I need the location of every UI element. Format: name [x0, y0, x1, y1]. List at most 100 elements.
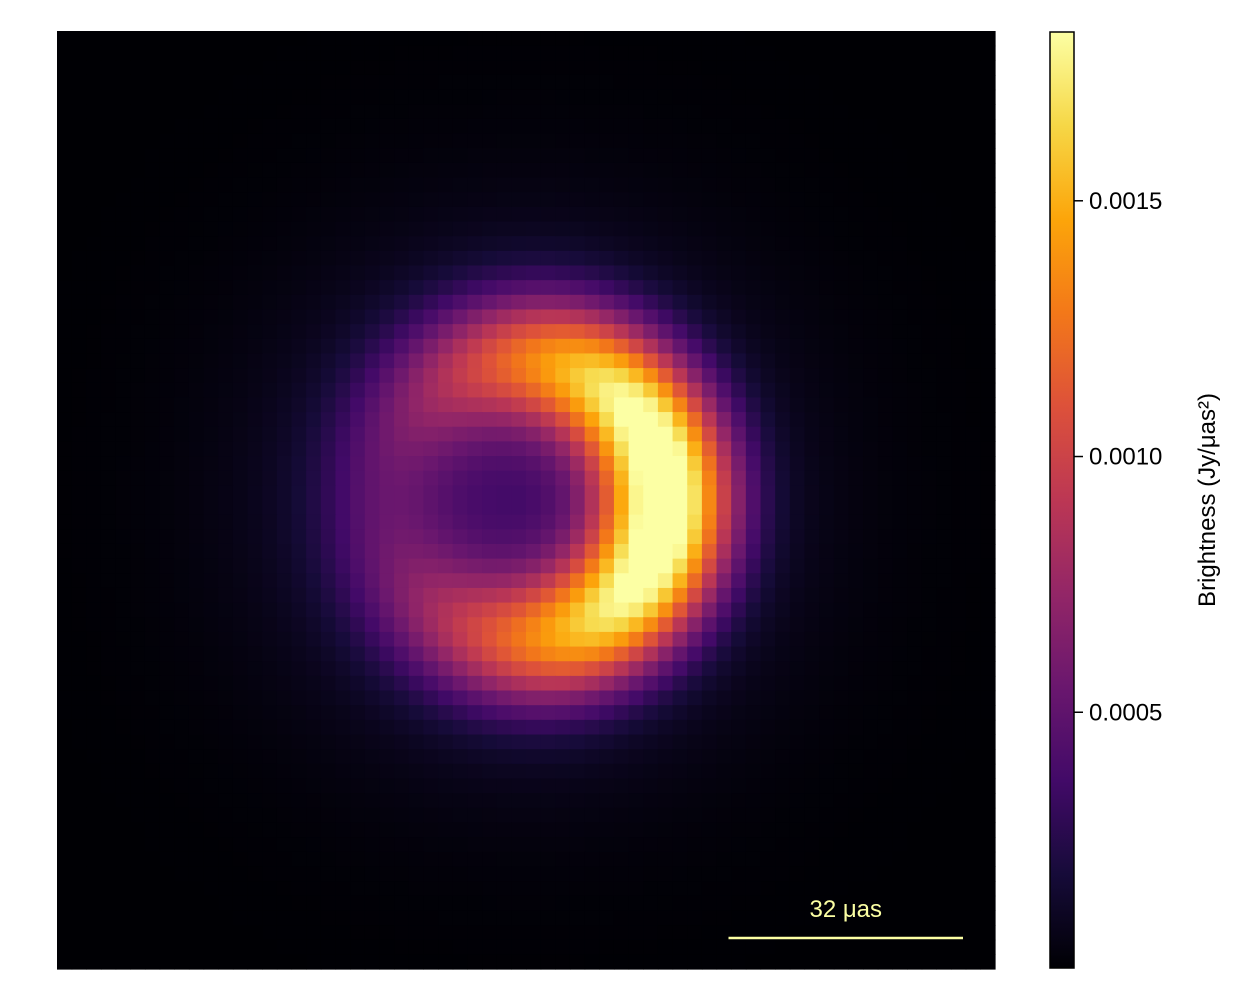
heatmap-cell [599, 456, 615, 472]
heatmap-cell [232, 485, 249, 501]
heatmap-cell [496, 602, 512, 618]
heatmap-cell [569, 939, 586, 955]
heatmap-cell [907, 602, 923, 618]
heatmap-cell [819, 558, 835, 574]
heatmap-cell [951, 31, 967, 47]
heatmap-cell [877, 177, 894, 193]
heatmap-cell [613, 646, 630, 662]
heatmap-cell [569, 573, 586, 589]
heatmap-cell [159, 631, 175, 648]
heatmap-cell [218, 939, 234, 955]
heatmap-cell [144, 148, 161, 164]
heatmap-cell [745, 45, 762, 61]
heatmap-cell [643, 412, 659, 428]
heatmap-cell [218, 558, 234, 574]
heatmap-cell [863, 646, 879, 662]
heatmap-cell [364, 45, 381, 61]
heatmap-cell [511, 368, 527, 384]
heatmap-cell [320, 558, 337, 574]
heatmap-cell [613, 661, 630, 677]
heatmap-cell [482, 206, 498, 223]
heatmap-cell [980, 368, 996, 384]
heatmap-cell [159, 177, 175, 193]
heatmap-cell [100, 31, 117, 47]
heatmap-cell [819, 324, 835, 340]
heatmap-cell [775, 485, 791, 501]
heatmap-cell [467, 368, 483, 384]
heatmap-cell [335, 324, 351, 340]
heatmap-cell [892, 793, 908, 809]
heatmap-cell [584, 353, 600, 369]
heatmap-cell [86, 719, 102, 736]
heatmap-cell [306, 397, 322, 413]
heatmap-cell [848, 529, 864, 545]
heatmap-cell [291, 456, 307, 472]
heatmap-cell [144, 617, 161, 633]
heatmap-cell [804, 661, 820, 677]
heatmap-cell [496, 192, 512, 208]
heatmap-cell [364, 793, 381, 809]
heatmap-cell [511, 397, 527, 413]
heatmap-cell [159, 368, 175, 384]
heatmap-cell [760, 514, 776, 530]
heatmap-cell [174, 397, 190, 413]
heatmap-cell [438, 881, 454, 897]
heatmap-cell [350, 133, 366, 149]
heatmap-cell [291, 118, 307, 135]
heatmap-cell [262, 118, 278, 135]
heatmap-cell [57, 851, 73, 868]
heatmap-cell [452, 324, 468, 340]
heatmap-cell [760, 793, 776, 809]
heatmap-cell [643, 807, 659, 824]
heatmap-cell [628, 74, 644, 91]
heatmap-cell [364, 148, 381, 164]
heatmap-cell [965, 514, 981, 530]
heatmap-cell [628, 954, 644, 970]
heatmap-cell [262, 441, 278, 457]
heatmap-cell [921, 382, 937, 399]
heatmap-cell [613, 280, 630, 296]
heatmap-cell [496, 573, 512, 589]
heatmap-cell [188, 309, 205, 325]
heatmap-cell [951, 368, 967, 384]
heatmap-cell [731, 324, 747, 340]
heatmap-cell [804, 646, 820, 662]
heatmap-cell [438, 426, 454, 442]
heatmap-cell [482, 280, 498, 296]
heatmap-cell [701, 426, 718, 442]
heatmap-cell [262, 162, 278, 179]
heatmap-cell [672, 573, 688, 589]
heatmap-cell [86, 514, 102, 530]
heatmap-cell [789, 939, 806, 955]
heatmap-cell [262, 558, 278, 574]
heatmap-cell [643, 426, 659, 442]
heatmap-cell [188, 602, 205, 618]
heatmap-cell [291, 31, 307, 47]
heatmap-cell [819, 778, 835, 794]
heatmap-cell [423, 925, 439, 941]
heatmap-cell [262, 397, 278, 413]
heatmap-cell [819, 265, 835, 281]
heatmap-cell [320, 353, 337, 369]
heatmap-cell [232, 675, 249, 692]
heatmap-cell [130, 646, 146, 662]
heatmap-cell [379, 353, 395, 369]
heatmap-cell [452, 646, 468, 662]
heatmap-cell [57, 939, 73, 955]
heatmap-cell [599, 705, 615, 721]
heatmap-cell [335, 426, 351, 442]
heatmap-cell [276, 558, 293, 574]
heatmap-cell [232, 910, 249, 926]
heatmap-cell [71, 954, 87, 970]
heatmap-cell [833, 851, 850, 868]
heatmap-cell [130, 192, 146, 208]
heatmap-cell [965, 456, 981, 472]
heatmap-cell [833, 470, 850, 486]
heatmap-cell [379, 45, 395, 61]
heatmap-cell [203, 353, 219, 369]
heatmap-cell [247, 441, 263, 457]
heatmap-cell [569, 763, 586, 780]
heatmap-cell [760, 236, 776, 252]
heatmap-cell [174, 206, 190, 223]
heatmap-cell [907, 148, 923, 164]
